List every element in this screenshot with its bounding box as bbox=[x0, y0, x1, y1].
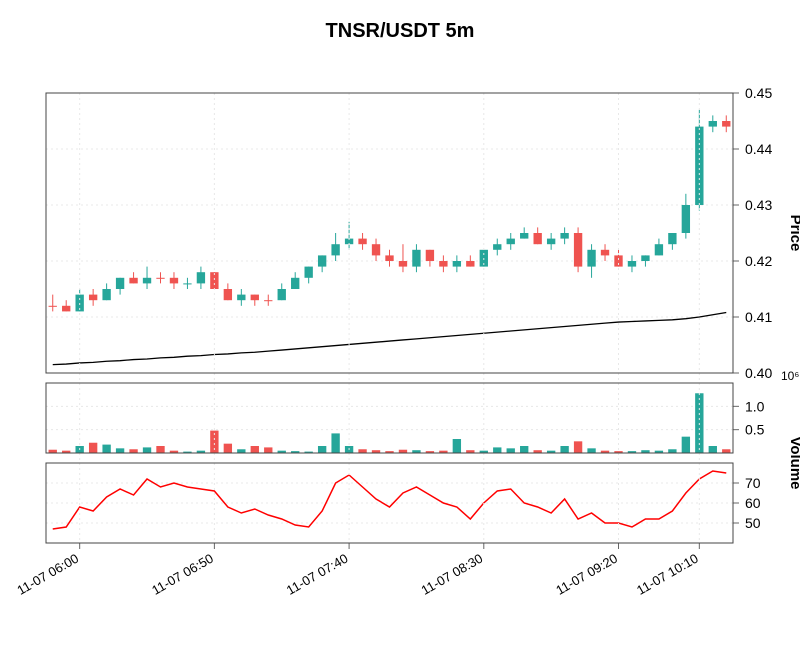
candle bbox=[655, 244, 663, 255]
price-ytick: 0.40 bbox=[745, 365, 772, 381]
volume-bar bbox=[102, 445, 110, 453]
candle bbox=[722, 121, 730, 127]
candle bbox=[102, 289, 110, 300]
candle bbox=[291, 278, 299, 289]
candle bbox=[668, 233, 676, 244]
candle bbox=[116, 278, 124, 289]
volume-bar bbox=[264, 447, 272, 453]
candle bbox=[466, 261, 474, 267]
candle bbox=[560, 233, 568, 239]
candle bbox=[224, 289, 232, 300]
candle bbox=[682, 205, 690, 233]
x-tick-label: 11-07 08:30 bbox=[419, 551, 486, 598]
x-tick-label: 11-07 09:20 bbox=[553, 551, 620, 598]
candle bbox=[426, 250, 434, 261]
candle bbox=[89, 295, 97, 301]
candle bbox=[385, 255, 393, 261]
chart-svg: 0.40 0.41 0.42 0.43 0.44 0.45 Price 0.5 1.0 10⁶ Vo… bbox=[0, 43, 800, 648]
candle bbox=[264, 300, 272, 301]
volume-bar bbox=[574, 441, 582, 453]
volume-bar bbox=[507, 448, 515, 453]
candle bbox=[399, 261, 407, 267]
candle bbox=[170, 278, 178, 284]
candle bbox=[358, 239, 366, 245]
volume-bar bbox=[358, 449, 366, 453]
candle bbox=[183, 283, 191, 284]
volume-bar bbox=[224, 444, 232, 453]
price-ytick: 0.42 bbox=[745, 253, 772, 269]
candle bbox=[156, 278, 164, 279]
price-ytick: 0.41 bbox=[745, 309, 772, 325]
price-axis-label: Price bbox=[787, 215, 800, 252]
candle bbox=[237, 295, 245, 301]
candle bbox=[601, 250, 609, 256]
candle bbox=[587, 250, 595, 267]
volume-bar bbox=[453, 439, 461, 453]
indicator-line bbox=[53, 471, 727, 529]
x-tick-label: 11-07 07:40 bbox=[284, 551, 351, 598]
price-ytick: 0.44 bbox=[745, 141, 772, 157]
candle bbox=[251, 295, 259, 301]
candle bbox=[129, 278, 137, 284]
volume-bar bbox=[129, 449, 137, 453]
volume-bar bbox=[668, 449, 676, 453]
candle bbox=[62, 306, 70, 312]
overlay-line bbox=[53, 313, 727, 365]
volume-bar bbox=[237, 449, 245, 453]
volume-bar bbox=[520, 446, 528, 453]
candle bbox=[628, 261, 636, 267]
volume-bar bbox=[143, 447, 151, 453]
volume-bar bbox=[331, 433, 339, 453]
candle bbox=[412, 250, 420, 267]
candle bbox=[439, 261, 447, 267]
volume-bar bbox=[251, 446, 259, 453]
candle bbox=[507, 239, 515, 245]
candle bbox=[641, 255, 649, 261]
candle bbox=[305, 267, 313, 278]
volume-bar bbox=[156, 446, 164, 453]
candle bbox=[331, 244, 339, 255]
candle bbox=[534, 233, 542, 244]
candle bbox=[493, 244, 501, 250]
candle bbox=[278, 289, 286, 300]
indicator-ytick: 60 bbox=[745, 495, 761, 511]
chart-title: TNSR/USDT 5m bbox=[0, 0, 800, 43]
x-tick-label: 11-07 06:00 bbox=[14, 551, 81, 598]
candle bbox=[143, 278, 151, 284]
volume-axis-label: Volume bbox=[787, 436, 800, 489]
candle bbox=[520, 233, 528, 239]
volume-bar bbox=[318, 446, 326, 453]
volume-bar bbox=[722, 449, 730, 453]
volume-bar bbox=[560, 446, 568, 453]
price-ytick: 0.43 bbox=[745, 197, 772, 213]
price-ytick: 0.45 bbox=[745, 85, 772, 101]
indicator-ytick: 50 bbox=[745, 515, 761, 531]
candle bbox=[372, 244, 380, 255]
candle bbox=[197, 272, 205, 283]
volume-bar bbox=[116, 448, 124, 453]
candle bbox=[49, 306, 57, 307]
volume-ytick: 1.0 bbox=[745, 398, 765, 414]
candle bbox=[574, 233, 582, 267]
volume-bar bbox=[587, 448, 595, 453]
volume-bar bbox=[493, 447, 501, 453]
candle bbox=[547, 239, 555, 245]
candle bbox=[453, 261, 461, 267]
candle bbox=[709, 121, 717, 127]
volume-bar bbox=[682, 437, 690, 453]
chart-container: TNSR/USDT 5m 0.40 0.41 0.42 0.43 0.44 0.45 Pri… bbox=[0, 0, 800, 647]
volume-ytick: 0.5 bbox=[745, 422, 765, 438]
x-tick-label: 11-07 10:10 bbox=[634, 551, 701, 598]
volume-bar bbox=[709, 446, 717, 453]
indicator-ytick: 70 bbox=[745, 475, 761, 491]
candle bbox=[318, 255, 326, 266]
volume-suffix: 10⁶ bbox=[781, 369, 799, 383]
x-tick-label: 11-07 06:50 bbox=[149, 551, 216, 598]
volume-bar bbox=[89, 443, 97, 453]
